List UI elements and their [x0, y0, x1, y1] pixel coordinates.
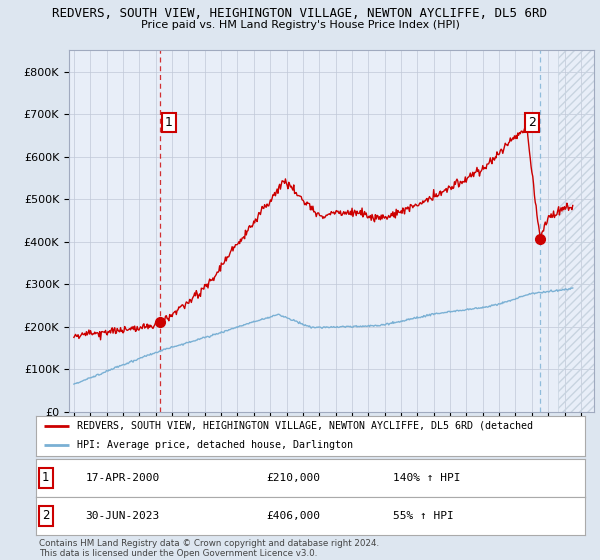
Text: 1: 1	[164, 116, 173, 129]
Text: 2: 2	[42, 509, 50, 522]
Text: 17-APR-2000: 17-APR-2000	[85, 473, 160, 483]
Text: £406,000: £406,000	[266, 511, 320, 521]
Text: 140% ↑ HPI: 140% ↑ HPI	[393, 473, 460, 483]
Text: 55% ↑ HPI: 55% ↑ HPI	[393, 511, 454, 521]
Text: REDVERS, SOUTH VIEW, HEIGHINGTON VILLAGE, NEWTON AYCLIFFE, DL5 6RD (detached: REDVERS, SOUTH VIEW, HEIGHINGTON VILLAGE…	[77, 421, 533, 431]
Text: 30-JUN-2023: 30-JUN-2023	[85, 511, 160, 521]
Text: 2: 2	[528, 116, 536, 129]
Text: £210,000: £210,000	[266, 473, 320, 483]
Text: Price paid vs. HM Land Registry's House Price Index (HPI): Price paid vs. HM Land Registry's House …	[140, 20, 460, 30]
Text: HPI: Average price, detached house, Darlington: HPI: Average price, detached house, Darl…	[77, 440, 353, 450]
Text: Contains HM Land Registry data © Crown copyright and database right 2024.
This d: Contains HM Land Registry data © Crown c…	[39, 539, 379, 558]
Text: REDVERS, SOUTH VIEW, HEIGHINGTON VILLAGE, NEWTON AYCLIFFE, DL5 6RD: REDVERS, SOUTH VIEW, HEIGHINGTON VILLAGE…	[53, 7, 548, 20]
Text: 1: 1	[42, 471, 50, 484]
